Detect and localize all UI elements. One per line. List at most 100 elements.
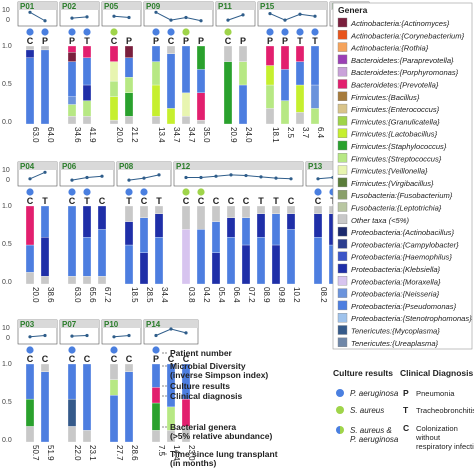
bar-segment (211, 205, 221, 222)
abundance-tick: 1.0 (2, 361, 12, 368)
bar-segment (280, 100, 290, 125)
diagnosis-label: C (84, 354, 91, 364)
diversity-point (283, 18, 287, 22)
legend-label: Proteobacteria:{Campylobacter} (351, 240, 459, 249)
bar-segment (286, 229, 296, 285)
bar-segment (256, 213, 266, 238)
diagnosis-label: C (141, 196, 148, 206)
bar-segment (40, 237, 50, 277)
bar-segment (226, 237, 236, 285)
legend-label: Proteobacteria:{Neisseria} (351, 290, 440, 299)
culture-circle (68, 28, 76, 36)
legend-label: Firmicutes:{Veillonella} (351, 167, 428, 176)
diagnosis-label: C (27, 196, 34, 206)
time-label: 08.9 (262, 287, 271, 303)
legend-swatch (337, 128, 348, 138)
panel-p15: P15 P 18.1 P 2.5 T 3.7 T 6.4 (257, 1, 328, 143)
bar-segment (109, 119, 119, 125)
panel-p08: P08 T 18.5 C 28.5 T 34.4 (116, 161, 172, 303)
diversity-point (154, 333, 158, 338)
bar-segment (67, 45, 77, 53)
time-label: 34.7 (172, 127, 181, 143)
bar-segment (256, 205, 266, 214)
bar-segment (109, 363, 119, 380)
bar-segment (40, 45, 50, 51)
patient-number: P08 (119, 162, 134, 171)
bar-segment (124, 92, 134, 117)
bar-segment (97, 229, 107, 277)
time-label: 34.4 (160, 287, 169, 303)
diversity-line (113, 15, 130, 18)
legend-swatch (337, 42, 348, 52)
bar-segment (25, 272, 35, 285)
diagnosis-label: C (228, 196, 235, 206)
abundance-tick: 1.0 (2, 203, 12, 210)
key-label: Microbial Diversity (inverse Simpson inde… (170, 361, 268, 380)
bar-segment (25, 363, 35, 400)
culture-circle (26, 188, 34, 196)
time-label: 63.0 (31, 127, 40, 143)
bar-segment (40, 363, 50, 372)
panel-header (216, 2, 255, 10)
diagnosis-label: C (27, 36, 34, 46)
legend-label: Fusobacteria:{Leptotrichia} (351, 204, 442, 213)
panel-p02: P02 P 34.6 T 41.9 (59, 1, 100, 143)
time-label: 41.9 (88, 127, 97, 143)
legend-label: Firmicutes:{Enterococcus} (351, 105, 440, 114)
diversity-point (70, 16, 74, 20)
legend-swatch (337, 276, 348, 286)
legend-swatch (337, 30, 348, 40)
culture-circle (26, 346, 34, 354)
panel-header (18, 320, 57, 328)
diagnosis-label: P (42, 36, 48, 46)
panel-header (117, 162, 171, 170)
legend-swatch (337, 300, 348, 311)
legend-label: Proteobacteria:{Moraxella} (351, 277, 441, 286)
legend-label: Actinobacteria:{Rothia} (350, 44, 429, 53)
bar-segment (166, 45, 176, 54)
culture-circle (152, 28, 160, 36)
diagnosis-label: C (315, 196, 322, 206)
legend-label: Proteobacteria:{Haemophilus} (351, 253, 452, 262)
legend-label: Firmicutes:{Granulicatella} (351, 117, 440, 126)
bar-segment (82, 237, 92, 277)
diagnosis-legend-code: P (403, 388, 409, 398)
panel-p11: P11 C 20.9 P 24.0 (215, 1, 256, 143)
diagnosis-label: T (84, 36, 90, 46)
bar-segment (238, 84, 248, 125)
diagnosis-legend-label: Pneumonia (416, 389, 455, 398)
patient-number: P04 (20, 162, 35, 171)
bar-segment (109, 395, 119, 443)
culture-circle (110, 28, 118, 36)
diagnosis-label: C (111, 354, 118, 364)
diagnosis-label: C (288, 196, 295, 206)
bar-segment (25, 244, 35, 273)
legend-label: Firmicutes:{Streptococcus} (351, 154, 442, 163)
bar-segment (67, 363, 77, 400)
bar-segment (310, 84, 320, 109)
bar-segment (139, 217, 149, 253)
row-axis: 10 0 1.0 0.5 0.0 (2, 167, 12, 286)
panel-p10: P10 C 27.7 C 28.6 (101, 319, 142, 461)
diagnosis-label: P (126, 36, 132, 46)
bar-segment (280, 69, 290, 101)
bar-segment (238, 61, 248, 86)
abundance-tick: 0.0 (2, 279, 12, 286)
legend-swatch (337, 17, 348, 28)
patient-number: P11 (218, 2, 232, 11)
time-label: 27.7 (115, 445, 124, 461)
bar-segment (181, 92, 191, 117)
diagnosis-label: C (168, 354, 175, 364)
culture-circle (68, 346, 76, 354)
diversity-line (29, 171, 46, 180)
bar-segment (40, 276, 50, 285)
time-label: 23.0 (187, 445, 196, 461)
diagnosis-label: C (126, 354, 133, 364)
panel-p04: P04 C 20.0 T 38.6 (17, 161, 58, 303)
diagnosis-label: T (312, 36, 318, 46)
legend-label: Firmicutes:{Staphylococcus} (351, 142, 447, 151)
bar-segment (310, 45, 320, 86)
diagnosis-legend-line: Colonization (416, 424, 458, 433)
diversity-line (71, 16, 88, 19)
